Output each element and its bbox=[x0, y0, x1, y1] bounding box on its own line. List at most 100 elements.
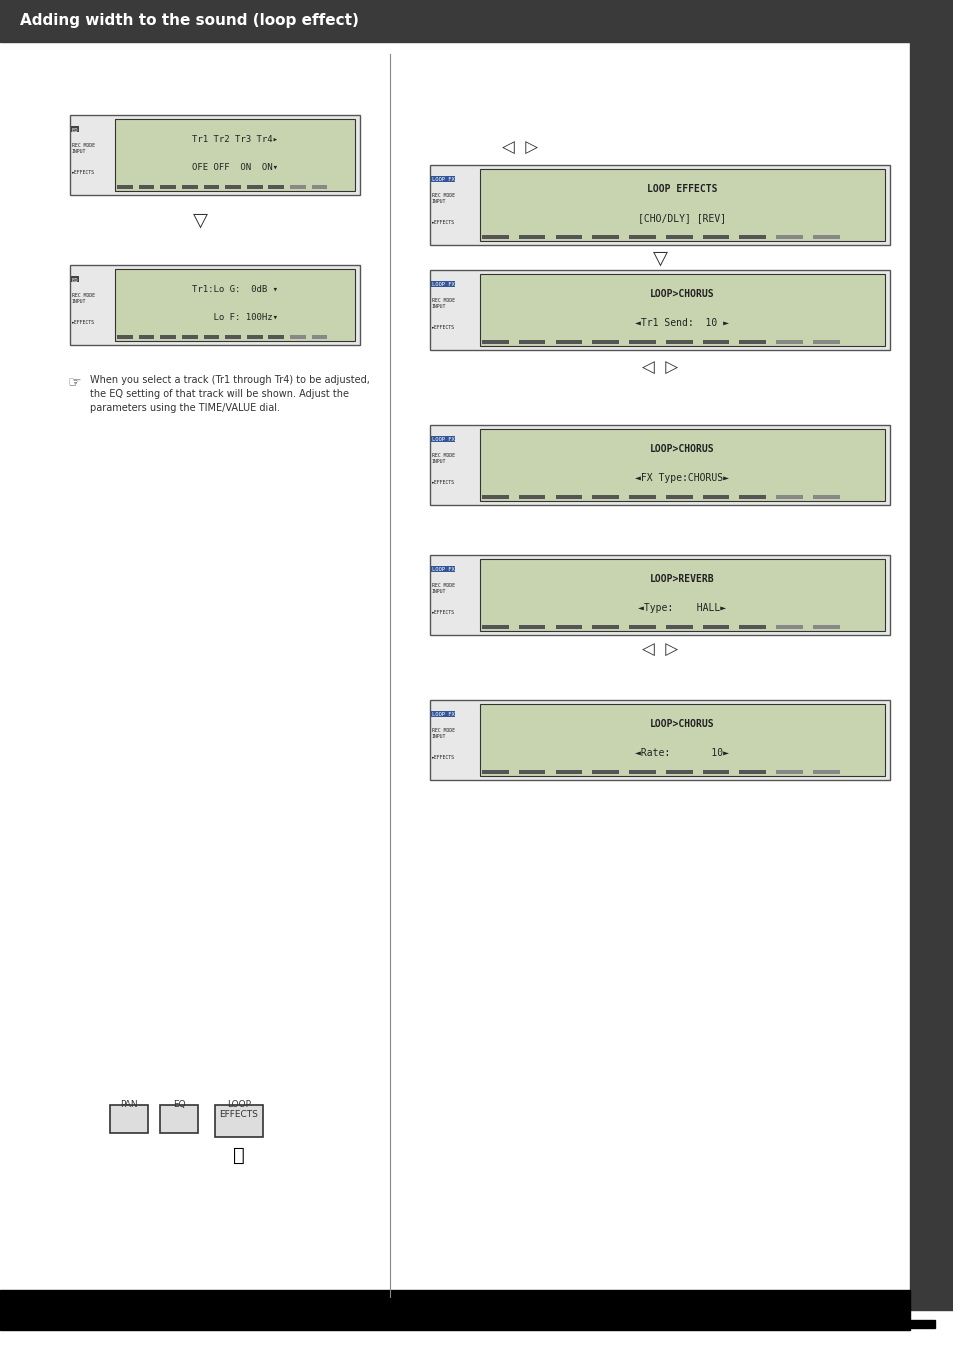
Text: [CHO/DLY] [REV]: [CHO/DLY] [REV] bbox=[638, 213, 726, 223]
Bar bbox=[739, 235, 765, 239]
Text: ◁  ▷: ◁ ▷ bbox=[501, 139, 537, 157]
Bar bbox=[481, 494, 508, 499]
Bar bbox=[247, 335, 262, 339]
Text: LOOP>CHORUS: LOOP>CHORUS bbox=[650, 719, 714, 730]
Bar bbox=[290, 185, 306, 189]
Bar bbox=[665, 494, 692, 499]
Bar bbox=[430, 700, 889, 780]
Bar bbox=[268, 185, 284, 189]
Bar bbox=[739, 340, 765, 345]
Bar bbox=[110, 1105, 148, 1133]
Bar bbox=[0, 0, 909, 42]
Bar bbox=[592, 340, 618, 345]
Bar bbox=[775, 340, 802, 345]
Bar bbox=[555, 235, 581, 239]
Text: LOOP>CHORUS: LOOP>CHORUS bbox=[650, 444, 714, 454]
Bar bbox=[214, 1105, 263, 1138]
Bar bbox=[812, 770, 839, 774]
Text: ◄Type:    HALL►: ◄Type: HALL► bbox=[638, 603, 726, 613]
Bar bbox=[268, 335, 284, 339]
Bar bbox=[247, 185, 262, 189]
Bar bbox=[518, 770, 545, 774]
Bar bbox=[775, 626, 802, 630]
Bar bbox=[225, 335, 241, 339]
Bar bbox=[555, 340, 581, 345]
Bar bbox=[160, 185, 175, 189]
Bar bbox=[739, 770, 765, 774]
Bar bbox=[812, 340, 839, 345]
Text: ►EFFECTS: ►EFFECTS bbox=[432, 755, 455, 761]
Bar bbox=[628, 626, 655, 630]
Text: ◁  ▷: ◁ ▷ bbox=[641, 640, 678, 659]
Text: ►EFFECTS: ►EFFECTS bbox=[71, 320, 95, 326]
Bar bbox=[481, 626, 508, 630]
Bar bbox=[0, 1306, 953, 1351]
Bar bbox=[430, 426, 889, 505]
Bar bbox=[775, 770, 802, 774]
Bar bbox=[290, 335, 306, 339]
Text: ►EFFECTS: ►EFFECTS bbox=[432, 611, 455, 615]
Bar bbox=[775, 494, 802, 499]
Bar bbox=[479, 274, 884, 346]
Bar bbox=[665, 626, 692, 630]
Bar bbox=[555, 626, 581, 630]
Bar bbox=[182, 335, 197, 339]
Text: ◁  ▷: ◁ ▷ bbox=[641, 359, 678, 377]
Text: LOOP FX: LOOP FX bbox=[432, 567, 455, 571]
Text: ▽: ▽ bbox=[193, 211, 208, 230]
Text: 👆: 👆 bbox=[233, 1146, 245, 1165]
Bar bbox=[555, 770, 581, 774]
Bar bbox=[70, 115, 359, 195]
Bar bbox=[909, 0, 953, 1310]
Text: ►EFFECTS: ►EFFECTS bbox=[432, 220, 455, 226]
Bar bbox=[628, 235, 655, 239]
Text: ►EFFECTS: ►EFFECTS bbox=[71, 170, 95, 176]
Text: Tr1 Tr2 Tr3 Tr4▸: Tr1 Tr2 Tr3 Tr4▸ bbox=[192, 135, 277, 143]
Text: EQ: EQ bbox=[71, 277, 78, 282]
Bar bbox=[701, 626, 728, 630]
Text: LOOP FX: LOOP FX bbox=[432, 712, 455, 717]
Text: EQ: EQ bbox=[172, 1100, 185, 1109]
Text: REC MODE
INPUT: REC MODE INPUT bbox=[71, 143, 95, 154]
Bar bbox=[117, 185, 132, 189]
Bar bbox=[739, 626, 765, 630]
Bar bbox=[481, 340, 508, 345]
Text: REC MODE
INPUT: REC MODE INPUT bbox=[71, 293, 95, 304]
Text: ◄Tr1 Send:  10 ►: ◄Tr1 Send: 10 ► bbox=[635, 317, 729, 328]
Text: Adding width to the sound (loop effect): Adding width to the sound (loop effect) bbox=[20, 14, 358, 28]
Bar bbox=[15, 1320, 934, 1328]
Bar bbox=[479, 169, 884, 240]
Text: LOOP FX: LOOP FX bbox=[432, 177, 455, 182]
Text: REC MODE
INPUT: REC MODE INPUT bbox=[432, 453, 455, 465]
Text: ☞: ☞ bbox=[68, 376, 82, 390]
Bar bbox=[628, 340, 655, 345]
Bar bbox=[203, 185, 219, 189]
Bar bbox=[592, 626, 618, 630]
Bar bbox=[203, 335, 219, 339]
Bar bbox=[479, 704, 884, 775]
Bar bbox=[701, 494, 728, 499]
Bar bbox=[138, 335, 154, 339]
Text: ▽: ▽ bbox=[652, 249, 667, 267]
Bar bbox=[812, 235, 839, 239]
Text: REC MODE
INPUT: REC MODE INPUT bbox=[432, 728, 455, 739]
Text: REC MODE
INPUT: REC MODE INPUT bbox=[432, 584, 455, 594]
Text: LOOP FX: LOOP FX bbox=[432, 282, 455, 286]
Bar bbox=[430, 555, 889, 635]
Text: LOOP>REVERB: LOOP>REVERB bbox=[650, 574, 714, 584]
Bar bbox=[138, 185, 154, 189]
Bar bbox=[479, 559, 884, 631]
Bar bbox=[628, 770, 655, 774]
Text: LOOP>CHORUS: LOOP>CHORUS bbox=[650, 289, 714, 299]
Bar bbox=[812, 494, 839, 499]
Bar bbox=[518, 494, 545, 499]
Bar bbox=[117, 335, 132, 339]
Bar bbox=[555, 494, 581, 499]
Text: EQ: EQ bbox=[71, 127, 78, 132]
Bar bbox=[115, 269, 355, 340]
Bar bbox=[592, 770, 618, 774]
Text: Tr1:Lo G:  0dB ▾: Tr1:Lo G: 0dB ▾ bbox=[192, 285, 277, 293]
Text: LOOP FX: LOOP FX bbox=[432, 436, 455, 442]
Bar bbox=[665, 340, 692, 345]
Bar bbox=[481, 235, 508, 239]
